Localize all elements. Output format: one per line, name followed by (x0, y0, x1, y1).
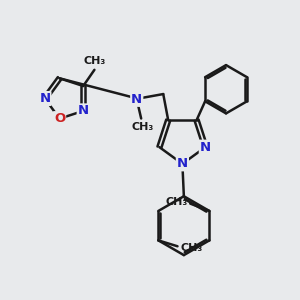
Text: CH₃: CH₃ (131, 122, 154, 132)
Text: CH₃: CH₃ (165, 197, 187, 207)
Text: N: N (200, 141, 211, 154)
Text: N: N (177, 157, 188, 170)
Text: CH₃: CH₃ (180, 243, 203, 253)
Text: CH₃: CH₃ (83, 56, 106, 66)
Text: N: N (78, 104, 89, 117)
Text: O: O (54, 112, 65, 125)
Text: N: N (39, 92, 50, 105)
Text: N: N (131, 93, 142, 106)
